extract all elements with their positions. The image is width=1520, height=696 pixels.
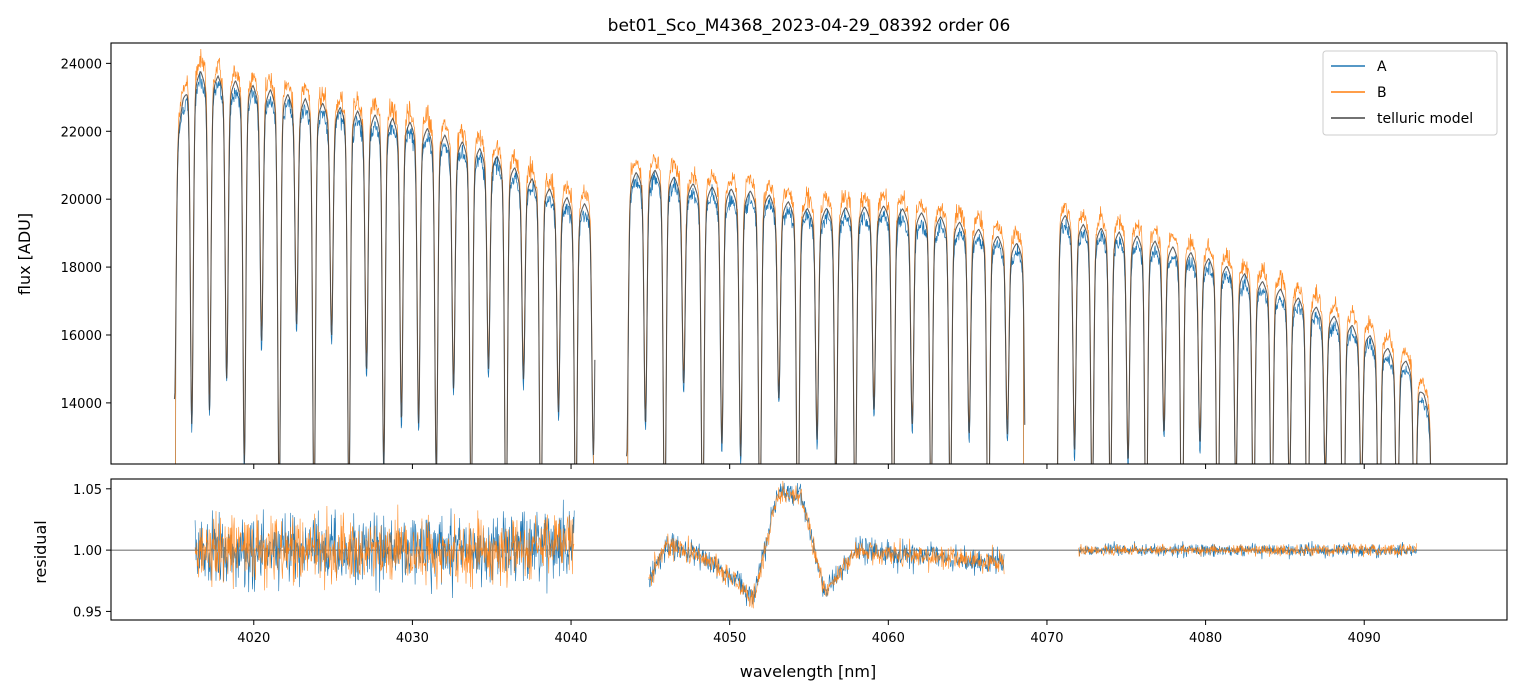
telluric-model-line-seg-2 (1056, 215, 1432, 464)
legend-label-telluric: telluric model (1377, 111, 1473, 127)
residual-x-tick-label: 4020 (237, 631, 270, 646)
flux-x-ticks (253, 464, 1365, 469)
residual-y-tick-label: 0.95 (73, 605, 102, 620)
legend-label-a: A (1377, 59, 1387, 75)
residual-a-line-seg-0 (194, 499, 575, 599)
flux-y-tick-label: 20000 (61, 193, 102, 208)
series-b-line-seg-2 (1057, 202, 1432, 464)
flux-y-tick-label: 14000 (61, 397, 102, 412)
legend-label-b: B (1377, 85, 1387, 101)
residual-plot: 0.95 1.00 1.05 4020 4030 4040 4050 4060 4070 408… (31, 478, 1508, 681)
residual-x-tick-label: 4060 (872, 631, 905, 646)
telluric-model-line-seg-0 (173, 71, 596, 464)
telluric-model-line-seg-1 (626, 169, 1026, 464)
flux-y-tick-label: 24000 (61, 57, 102, 72)
flux-y-ticks: 14000 16000 18000 20000 22000 24000 (61, 57, 111, 412)
residual-b-line-seg-0 (194, 504, 575, 591)
flux-y-tick-label: 18000 (61, 261, 102, 276)
residual-b-line-seg-1 (648, 480, 1005, 609)
flux-y-axis-label: flux [ADU] (15, 213, 34, 295)
residual-x-tick-label: 4040 (554, 631, 587, 646)
residual-x-tick-label: 4070 (1030, 631, 1063, 646)
flux-y-tick-label: 16000 (61, 329, 102, 344)
series-b-line-seg-1 (627, 154, 1025, 464)
flux-axes-frame (110, 42, 1508, 465)
residual-x-tick-label: 4090 (1348, 631, 1381, 646)
series-a-line-seg-2 (1057, 219, 1431, 464)
flux-y-tick-label: 22000 (61, 125, 102, 140)
residual-y-ticks: 0.95 1.00 1.05 (73, 483, 111, 620)
residual-y-axis-label: residual (31, 520, 50, 583)
series-a-line-seg-1 (627, 171, 1024, 464)
residual-x-tick-label: 4030 (396, 631, 429, 646)
flux-plot: 14000 16000 18000 20000 22000 24000 flux [ADU… (15, 42, 1508, 469)
residual-b-line-seg-2 (1078, 543, 1417, 558)
residual-axes-frame (110, 478, 1508, 621)
residual-x-ticks: 4020 4030 4040 4050 4060 4070 4080 4090 (237, 620, 1381, 646)
residual-x-tick-label: 4080 (1189, 631, 1222, 646)
legend-box (1322, 50, 1498, 136)
residual-y-tick-label: 1.05 (73, 483, 102, 498)
legend: A B telluric model (1322, 50, 1498, 136)
flux-series-group (173, 48, 1432, 464)
residual-series-group (111, 480, 1507, 609)
x-axis-label: wavelength [nm] (740, 662, 877, 681)
chart-title: bet01_Sco_M4368_2023-04-29_08392 order 0… (608, 16, 1011, 36)
residual-y-tick-label: 1.00 (73, 544, 102, 559)
residual-a-line-seg-1 (648, 482, 1005, 607)
residual-x-tick-label: 4050 (713, 631, 746, 646)
